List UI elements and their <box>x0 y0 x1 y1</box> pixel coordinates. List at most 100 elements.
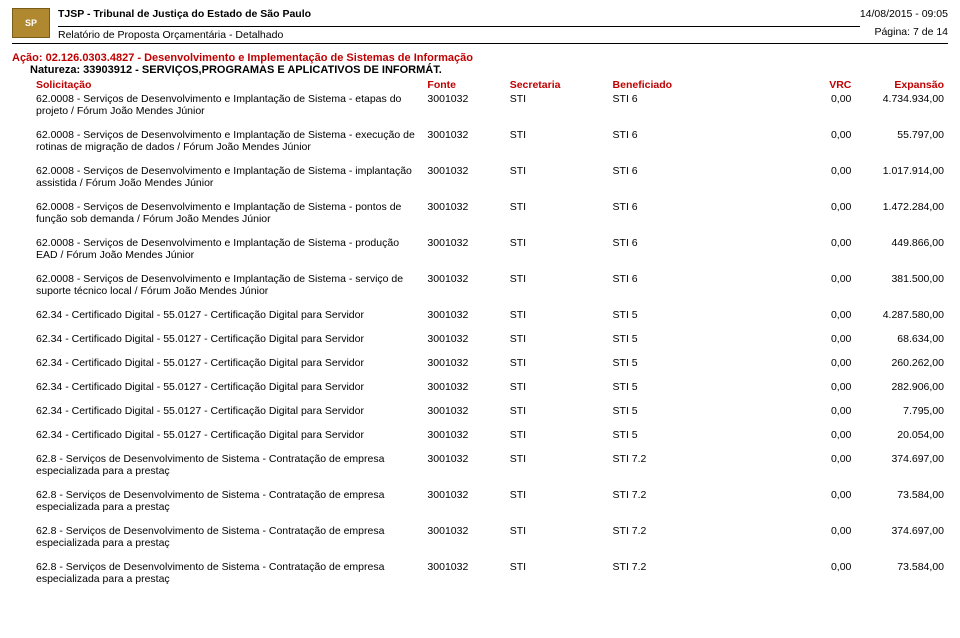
cell-secretaria: STI <box>506 524 609 550</box>
col-fonte: Fonte <box>423 78 505 92</box>
report-page: Página: 7 de 14 <box>860 26 948 38</box>
table-row: 62.8 - Serviços de Desenvolvimento de Si… <box>12 488 948 514</box>
cell-fonte: 3001032 <box>423 488 505 514</box>
row-spacer <box>12 586 948 596</box>
cell-vrc: 0,00 <box>773 356 855 370</box>
cell-solicitacao: 62.34 - Certificado Digital - 55.0127 - … <box>12 356 423 370</box>
cell-expansao: 4.734.934,00 <box>855 92 948 118</box>
cell-expansao: 73.584,00 <box>855 560 948 586</box>
col-solicitacao: Solicitação <box>12 78 423 92</box>
cell-expansao: 449.866,00 <box>855 236 948 262</box>
row-spacer <box>12 298 948 308</box>
cell-expansao: 4.287.580,00 <box>855 308 948 322</box>
cell-vrc: 0,00 <box>773 332 855 346</box>
cell-secretaria: STI <box>506 200 609 226</box>
cell-fonte: 3001032 <box>423 356 505 370</box>
cell-secretaria: STI <box>506 428 609 442</box>
cell-beneficiado: STI 6 <box>609 128 774 154</box>
cell-expansao: 68.634,00 <box>855 332 948 346</box>
cell-fonte: 3001032 <box>423 92 505 118</box>
cell-secretaria: STI <box>506 236 609 262</box>
cell-beneficiado: STI 6 <box>609 164 774 190</box>
table-row: 62.8 - Serviços de Desenvolvimento de Si… <box>12 560 948 586</box>
cell-secretaria: STI <box>506 164 609 190</box>
cell-secretaria: STI <box>506 560 609 586</box>
cell-secretaria: STI <box>506 308 609 322</box>
table-row: 62.8 - Serviços de Desenvolvimento de Si… <box>12 452 948 478</box>
cell-solicitacao: 62.8 - Serviços de Desenvolvimento de Si… <box>12 452 423 478</box>
cell-solicitacao: 62.8 - Serviços de Desenvolvimento de Si… <box>12 560 423 586</box>
cell-secretaria: STI <box>506 452 609 478</box>
cell-solicitacao: 62.0008 - Serviços de Desenvolvimento e … <box>12 200 423 226</box>
cell-secretaria: STI <box>506 92 609 118</box>
cell-vrc: 0,00 <box>773 404 855 418</box>
action-line: Ação: 02.126.0303.4827 - Desenvolvimento… <box>12 52 948 64</box>
cell-solicitacao: 62.0008 - Serviços de Desenvolvimento e … <box>12 272 423 298</box>
cell-vrc: 0,00 <box>773 128 855 154</box>
cell-beneficiado: STI 6 <box>609 236 774 262</box>
cell-beneficiado: STI 5 <box>609 332 774 346</box>
cell-expansao: 1.472.284,00 <box>855 200 948 226</box>
cell-fonte: 3001032 <box>423 308 505 322</box>
table-row: 62.34 - Certificado Digital - 55.0127 - … <box>12 380 948 394</box>
cell-solicitacao: 62.8 - Serviços de Desenvolvimento de Si… <box>12 488 423 514</box>
cell-beneficiado: STI 7.2 <box>609 452 774 478</box>
cell-beneficiado: STI 5 <box>609 308 774 322</box>
budget-table: Solicitação Fonte Secretaria Beneficiado… <box>12 78 948 596</box>
row-spacer <box>12 550 948 560</box>
cell-fonte: 3001032 <box>423 272 505 298</box>
header-right: 14/08/2015 - 09:05 Página: 7 de 14 <box>860 8 948 38</box>
row-spacer <box>12 262 948 272</box>
cell-vrc: 0,00 <box>773 200 855 226</box>
cell-fonte: 3001032 <box>423 560 505 586</box>
row-spacer <box>12 190 948 200</box>
cell-fonte: 3001032 <box>423 404 505 418</box>
cell-expansao: 282.906,00 <box>855 380 948 394</box>
col-expansao: Expansão <box>855 78 948 92</box>
cell-solicitacao: 62.0008 - Serviços de Desenvolvimento e … <box>12 128 423 154</box>
table-row: 62.34 - Certificado Digital - 55.0127 - … <box>12 332 948 346</box>
cell-secretaria: STI <box>506 356 609 370</box>
row-spacer <box>12 346 948 356</box>
cell-vrc: 0,00 <box>773 488 855 514</box>
col-secretaria: Secretaria <box>506 78 609 92</box>
cell-fonte: 3001032 <box>423 452 505 478</box>
table-row: 62.0008 - Serviços de Desenvolvimento e … <box>12 128 948 154</box>
row-spacer <box>12 226 948 236</box>
cell-beneficiado: STI 5 <box>609 356 774 370</box>
report-title: Relatório de Proposta Orçamentária - Det… <box>58 26 860 41</box>
cell-solicitacao: 62.8 - Serviços de Desenvolvimento de Si… <box>12 524 423 550</box>
cell-beneficiado: STI 7.2 <box>609 488 774 514</box>
cell-solicitacao: 62.0008 - Serviços de Desenvolvimento e … <box>12 92 423 118</box>
cell-vrc: 0,00 <box>773 164 855 190</box>
cell-vrc: 0,00 <box>773 308 855 322</box>
cell-solicitacao: 62.34 - Certificado Digital - 55.0127 - … <box>12 404 423 418</box>
cell-expansao: 374.697,00 <box>855 452 948 478</box>
cell-beneficiado: STI 5 <box>609 380 774 394</box>
report-datetime: 14/08/2015 - 09:05 <box>860 8 948 20</box>
cell-fonte: 3001032 <box>423 200 505 226</box>
cell-fonte: 3001032 <box>423 128 505 154</box>
cell-solicitacao: 62.34 - Certificado Digital - 55.0127 - … <box>12 380 423 394</box>
cell-vrc: 0,00 <box>773 560 855 586</box>
row-spacer <box>12 418 948 428</box>
cell-fonte: 3001032 <box>423 380 505 394</box>
cell-expansao: 20.054,00 <box>855 428 948 442</box>
cell-beneficiado: STI 5 <box>609 404 774 418</box>
table-row: 62.34 - Certificado Digital - 55.0127 - … <box>12 356 948 370</box>
cell-secretaria: STI <box>506 332 609 346</box>
cell-vrc: 0,00 <box>773 92 855 118</box>
cell-expansao: 381.500,00 <box>855 272 948 298</box>
cell-vrc: 0,00 <box>773 236 855 262</box>
table-row: 62.0008 - Serviços de Desenvolvimento e … <box>12 92 948 118</box>
cell-vrc: 0,00 <box>773 380 855 394</box>
table-row: 62.0008 - Serviços de Desenvolvimento e … <box>12 164 948 190</box>
cell-expansao: 374.697,00 <box>855 524 948 550</box>
cell-beneficiado: STI 6 <box>609 272 774 298</box>
cell-expansao: 73.584,00 <box>855 488 948 514</box>
row-spacer <box>12 442 948 452</box>
cell-solicitacao: 62.34 - Certificado Digital - 55.0127 - … <box>12 308 423 322</box>
table-row: 62.0008 - Serviços de Desenvolvimento e … <box>12 272 948 298</box>
cell-vrc: 0,00 <box>773 272 855 298</box>
table-row: 62.0008 - Serviços de Desenvolvimento e … <box>12 200 948 226</box>
